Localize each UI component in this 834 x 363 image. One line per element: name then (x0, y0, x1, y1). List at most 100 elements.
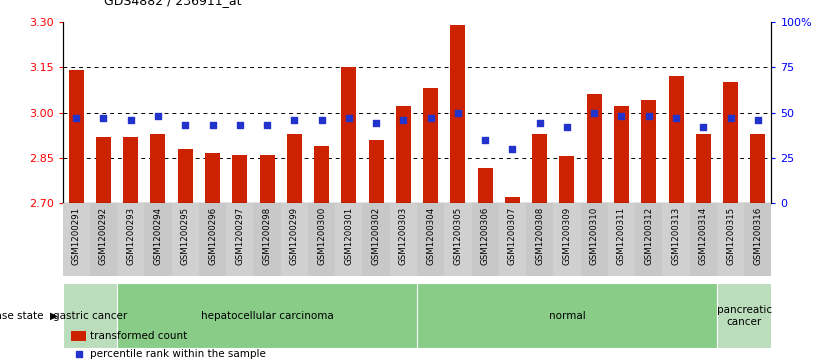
Text: GSM1200305: GSM1200305 (454, 207, 462, 265)
Text: GSM1200301: GSM1200301 (344, 207, 354, 265)
Bar (417, 283, 717, 348)
Text: GSM1200307: GSM1200307 (508, 207, 517, 265)
Point (505, 146, 519, 152)
Text: GSM1200302: GSM1200302 (372, 207, 380, 265)
Text: GSM1200291: GSM1200291 (72, 207, 81, 265)
Text: GSM1200308: GSM1200308 (535, 207, 545, 265)
Bar (369, 140, 384, 203)
Bar (178, 149, 193, 203)
Bar (117, 203, 144, 276)
Point (342, 115, 355, 121)
Bar (499, 203, 526, 276)
Bar (636, 203, 662, 276)
Point (124, 117, 138, 123)
Bar (341, 67, 356, 203)
Bar (423, 88, 438, 203)
Bar (389, 203, 417, 276)
Text: GDS4882 / 236911_at: GDS4882 / 236911_at (104, 0, 242, 7)
Text: hepatocellular carcinoma: hepatocellular carcinoma (201, 311, 334, 321)
Text: GSM1200296: GSM1200296 (208, 207, 217, 265)
Bar (63, 203, 90, 276)
Bar (717, 203, 744, 276)
Bar (63, 283, 117, 348)
Text: GSM1200293: GSM1200293 (126, 207, 135, 265)
Text: GSM1200309: GSM1200309 (562, 207, 571, 265)
Bar (526, 203, 553, 276)
Point (451, 110, 465, 115)
Bar (144, 203, 172, 276)
Bar (505, 197, 520, 203)
Bar (587, 94, 601, 203)
Text: GSM1200316: GSM1200316 (753, 207, 762, 265)
Point (642, 113, 656, 119)
Bar (363, 203, 389, 276)
Point (178, 122, 192, 128)
Bar (662, 203, 690, 276)
Point (288, 117, 301, 123)
Bar (259, 155, 274, 203)
Bar (198, 203, 226, 276)
Bar (723, 82, 738, 203)
Point (69, 115, 83, 121)
Point (560, 124, 574, 130)
Bar (396, 106, 411, 203)
Text: GSM1200306: GSM1200306 (480, 207, 490, 265)
Bar (580, 203, 608, 276)
Bar (532, 134, 547, 203)
Text: disease state  ▶: disease state ▶ (0, 311, 58, 321)
Text: GSM1200292: GSM1200292 (99, 207, 108, 265)
Bar (172, 203, 198, 276)
Text: percentile rank within the sample: percentile rank within the sample (90, 349, 266, 359)
Point (397, 117, 410, 123)
Text: normal: normal (549, 311, 585, 321)
Bar (123, 137, 138, 203)
Point (724, 115, 737, 121)
Text: GSM1200311: GSM1200311 (617, 207, 626, 265)
Bar (690, 203, 717, 276)
Point (206, 122, 219, 128)
Bar (254, 203, 281, 276)
Bar (696, 134, 711, 203)
Bar (68, 70, 83, 203)
Text: GSM1200300: GSM1200300 (317, 207, 326, 265)
Bar (744, 203, 771, 276)
Point (587, 110, 600, 115)
Bar (226, 203, 254, 276)
Point (533, 121, 546, 126)
Bar (150, 134, 165, 203)
Bar (669, 76, 684, 203)
Point (615, 113, 628, 119)
Bar (717, 283, 771, 348)
Bar (287, 134, 302, 203)
Bar (417, 203, 445, 276)
Text: GSM1200294: GSM1200294 (153, 207, 163, 265)
Point (670, 115, 683, 121)
Point (234, 122, 247, 128)
Text: GSM1200312: GSM1200312 (644, 207, 653, 265)
Point (73, 351, 86, 357)
Bar (335, 203, 363, 276)
Point (424, 115, 437, 121)
Bar (445, 203, 471, 276)
Text: GSM1200295: GSM1200295 (181, 207, 190, 265)
Bar (205, 153, 220, 203)
Point (479, 137, 492, 143)
Text: GSM1200314: GSM1200314 (699, 207, 708, 265)
Point (260, 122, 274, 128)
Point (315, 117, 329, 123)
Bar (471, 203, 499, 276)
Text: gastric cancer: gastric cancer (53, 311, 127, 321)
Bar (608, 203, 636, 276)
Point (151, 113, 164, 119)
Bar (314, 146, 329, 203)
Bar (281, 203, 308, 276)
Bar (90, 203, 117, 276)
Bar (478, 168, 493, 203)
Point (696, 124, 710, 130)
Bar (614, 106, 629, 203)
Bar (450, 25, 465, 203)
Text: GSM1200297: GSM1200297 (235, 207, 244, 265)
Text: GSM1200303: GSM1200303 (399, 207, 408, 265)
Text: GSM1200304: GSM1200304 (426, 207, 435, 265)
Bar (641, 101, 656, 203)
